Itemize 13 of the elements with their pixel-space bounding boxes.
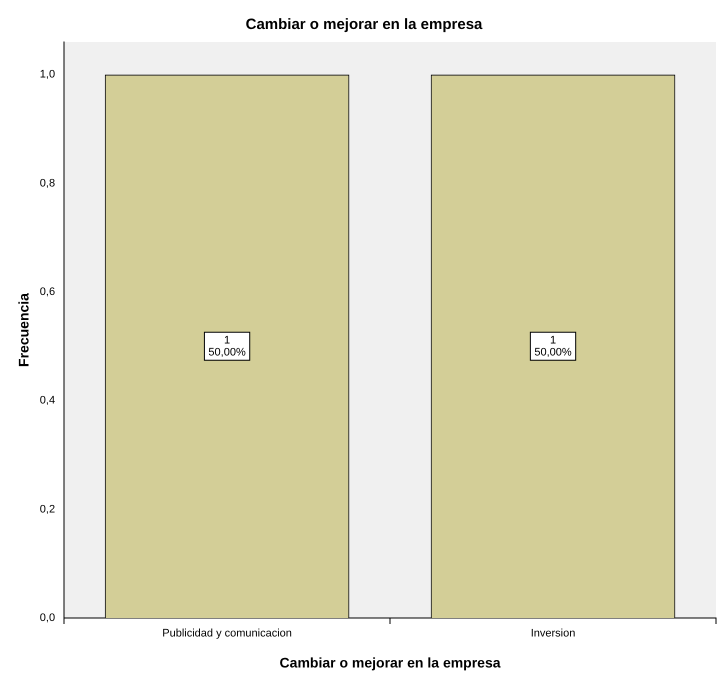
data-label: 1 50,00%: [208, 334, 246, 358]
y-tick-label: 0,0: [40, 612, 56, 624]
y-tick-label: 0,2: [40, 503, 56, 516]
y-axis-title: Frecuencia: [15, 292, 32, 367]
y-tick-label: 0,8: [40, 177, 56, 190]
y-tick-label: 0,6: [40, 286, 56, 298]
data-label: 1 50,00%: [534, 334, 572, 358]
x-tick-label: Publicidad y comunicacion: [162, 628, 292, 640]
chart-title: Cambiar o mejorar en la empresa: [246, 16, 484, 34]
x-axis-title: Cambiar o mejorar en la empresa: [280, 654, 501, 670]
y-tick-label: 0,4: [40, 394, 56, 407]
y-tick-label: 1,0: [40, 68, 56, 81]
x-tick-label: Inversion: [530, 628, 576, 640]
